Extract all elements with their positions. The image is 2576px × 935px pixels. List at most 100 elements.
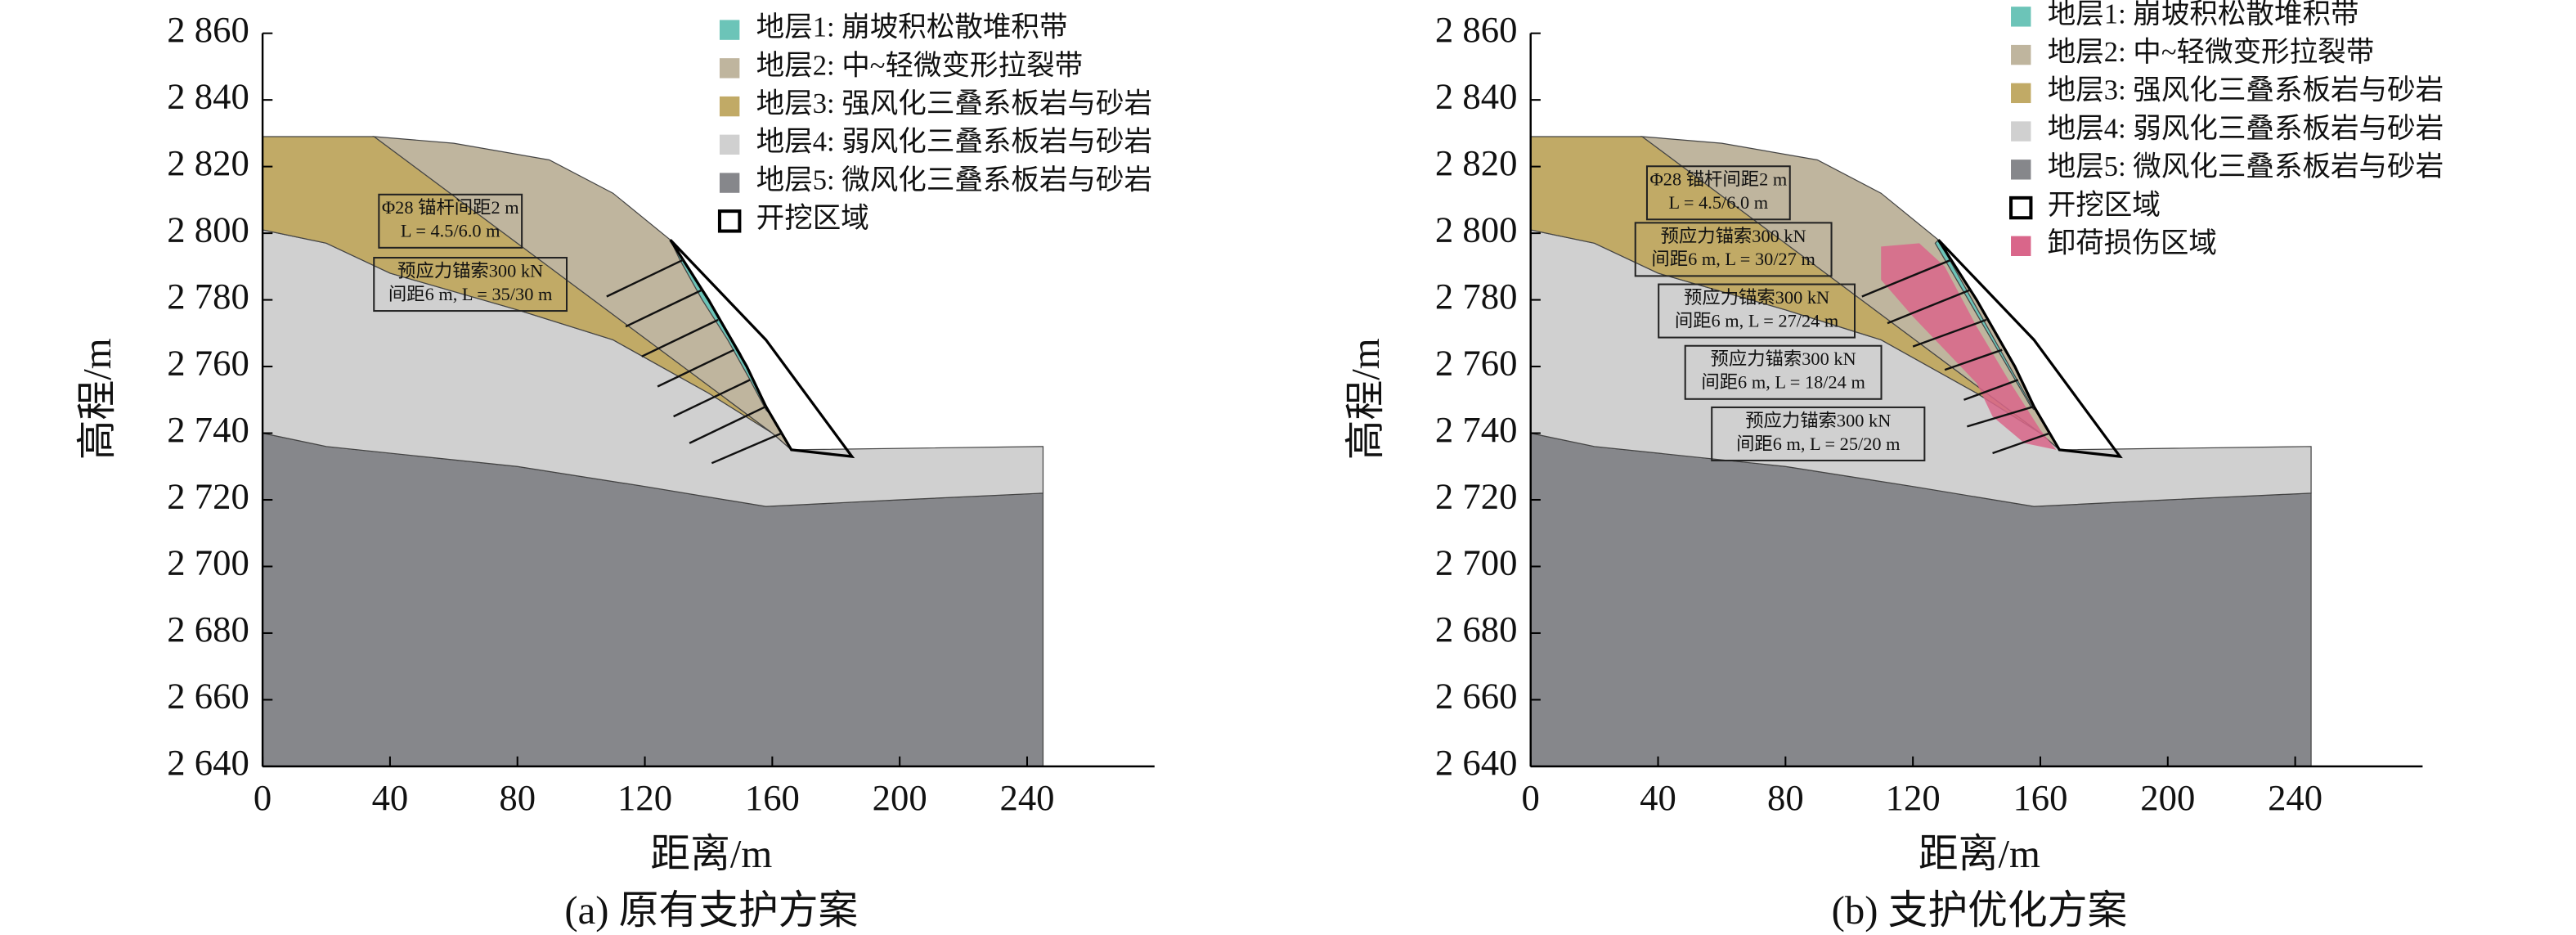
excavation-zone [1936, 239, 2123, 459]
legend-label: 开挖区域 [2048, 190, 2161, 221]
anchor [641, 318, 719, 357]
annotation-box [1645, 165, 1791, 221]
y-axis-label: 高程/m [1344, 338, 1388, 460]
x-tick-label: 0 [254, 777, 272, 818]
anchor [1912, 318, 1987, 348]
legend-label: 地层4: 弱风化三叠系板岩与砂岩 [756, 127, 1152, 158]
y-tick-label: 2 820 [167, 142, 249, 183]
legend-swatch [719, 58, 740, 79]
y-tick-label: 2 800 [167, 209, 249, 249]
anchor [657, 348, 735, 388]
y-tick-label: 2 840 [1435, 75, 1518, 116]
x-tick-label: 120 [617, 777, 672, 818]
legend-label: 开挖区域 [756, 203, 869, 234]
y-tick-label: 2 840 [167, 75, 249, 116]
annotation-box [1684, 344, 1883, 400]
y-tick-label: 2 640 [1435, 742, 1518, 783]
legend-swatch [2011, 236, 2031, 256]
legend-label: 地层3: 强风化三叠系板岩与砂岩 [756, 88, 1152, 119]
annotation-text: 预应力锚索300 kN [1711, 348, 1856, 369]
legend-swatch [2011, 121, 2031, 142]
y-tick-label: 2 640 [167, 742, 249, 783]
anchor [1992, 432, 2051, 455]
annotation-box [1634, 222, 1833, 277]
legend-swatch [2011, 44, 2031, 65]
y-tick-label: 2 700 [1435, 542, 1518, 583]
y-tick-label: 2 680 [167, 609, 249, 650]
y-tick-label: 2 860 [1435, 9, 1518, 50]
x-tick-label: 40 [1640, 777, 1676, 818]
y-tick-label: 2 740 [1435, 409, 1518, 450]
annotation-text: 预应力锚索300 kN [1745, 410, 1891, 430]
annotation-box [1711, 406, 1926, 461]
legend-swatch [2011, 7, 2031, 27]
y-tick-label: 2 720 [167, 475, 249, 516]
legend-label: 地层1: 崩坡积松散堆积带 [756, 12, 1068, 43]
annotation-text: L = 4.5/6.0 m [401, 221, 500, 241]
annotation-text: 预应力锚索300 kN [1661, 226, 1806, 246]
legend-label: 地层5: 微风化三叠系板岩与砂岩 [2048, 151, 2444, 182]
anchor [673, 379, 751, 418]
y-tick-label: 2 780 [167, 276, 249, 317]
anchor [689, 405, 767, 444]
legend-swatch [719, 134, 740, 155]
annotation-text: 间距6 m, L = 30/27 m [1651, 249, 1815, 269]
anchor [1967, 405, 2035, 428]
anchor [711, 432, 783, 465]
legend-label: 地层1: 崩坡积松散堆积带 [2048, 0, 2359, 29]
y-tick-label: 2 820 [1435, 142, 1518, 183]
legend-swatch [719, 173, 740, 193]
x-tick-label: 240 [999, 777, 1054, 818]
annotation-box [373, 257, 568, 312]
anchor [1861, 258, 1952, 298]
annotation-text: 间距6 m, L = 27/24 m [1675, 310, 1839, 330]
annotation-text: 间距6 m, L = 25/20 m [1736, 434, 1901, 454]
x-tick-label: 200 [2140, 777, 2195, 818]
annotation-text: L = 4.5/6.0 m [1669, 192, 1769, 213]
anchor [1963, 379, 2019, 401]
y-tick-label: 2 780 [1435, 276, 1518, 317]
legend-label: 卸荷损伤区域 [2048, 228, 2217, 259]
y-tick-label: 2 660 [1435, 676, 1518, 717]
stratum [262, 136, 773, 434]
annotation-text: Φ28 锚杆间距2 m [382, 197, 519, 218]
x-tick-label: 240 [2268, 777, 2322, 818]
x-tick-label: 160 [2013, 777, 2067, 818]
anchor [1887, 289, 1971, 325]
annotation-text: 间距6 m, L = 18/24 m [1701, 372, 1865, 393]
x-tick-label: 40 [372, 777, 409, 818]
y-tick-label: 2 700 [167, 542, 249, 583]
caption: (a) 原有支护方案 [564, 888, 858, 933]
y-axis-label: 高程/m [75, 338, 119, 460]
y-tick-label: 2 860 [167, 9, 249, 50]
legend-swatch [717, 209, 742, 233]
annotation-text: 间距6 m, L = 35/30 m [388, 284, 553, 304]
annotation-text: 预应力锚索300 kN [1684, 287, 1829, 308]
x-tick-label: 0 [1522, 777, 1540, 818]
legend-swatch [719, 20, 740, 40]
x-axis-label: 距离/m [650, 832, 772, 876]
caption: (b) 支护优化方案 [1832, 888, 2128, 933]
legend-swatch [2011, 83, 2031, 104]
damage-zone [1881, 243, 2057, 450]
x-tick-label: 80 [499, 777, 536, 818]
y-tick-label: 2 760 [1435, 342, 1518, 383]
excavation-zone [669, 239, 855, 459]
legend-label: 地层4: 弱风化三叠系板岩与砂岩 [2048, 113, 2444, 144]
legend-swatch [2009, 196, 2033, 220]
anchor [1944, 348, 2003, 371]
legend-label: 地层2: 中~轻微变形拉裂带 [2048, 37, 2375, 68]
annotation-box [1658, 283, 1856, 339]
y-tick-label: 2 680 [1435, 609, 1518, 650]
legend-label: 地层2: 中~轻微变形拉裂带 [756, 50, 1084, 81]
annotation-box [378, 193, 523, 249]
legend-swatch [2011, 160, 2031, 180]
anchor [606, 258, 684, 298]
anchor [625, 289, 703, 328]
y-tick-label: 2 800 [1435, 209, 1518, 249]
x-tick-label: 160 [745, 777, 800, 818]
annotation-text: Φ28 锚杆间距2 m [1649, 169, 1787, 190]
y-tick-label: 2 660 [167, 676, 249, 717]
